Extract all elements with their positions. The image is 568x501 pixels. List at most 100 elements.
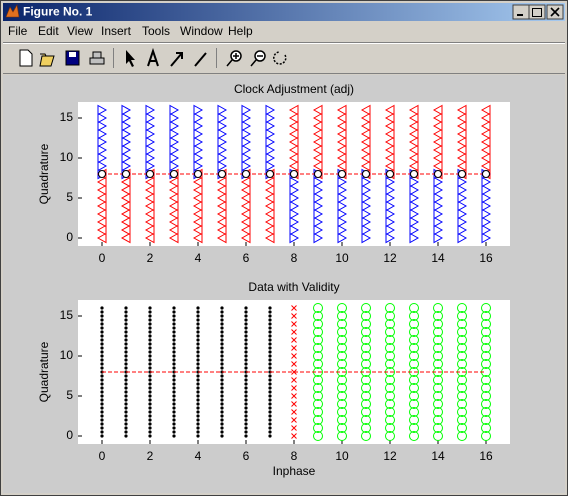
menu-item[interactable]: View — [67, 24, 93, 38]
triangle-marker — [265, 112, 276, 124]
triangle-marker — [384, 104, 395, 116]
menu-item[interactable]: Insert — [101, 24, 132, 38]
dot-marker — [244, 378, 248, 382]
circle-marker — [457, 407, 467, 417]
circle-marker — [433, 351, 443, 361]
triangle-marker — [313, 216, 324, 228]
circle-marker — [313, 431, 323, 441]
triangle-marker — [265, 128, 276, 140]
triangle-marker — [336, 136, 347, 148]
dot-marker — [220, 342, 224, 346]
circle-marker — [409, 407, 419, 417]
triangle-marker — [96, 232, 107, 244]
triangle-marker — [289, 208, 300, 220]
triangle-marker — [360, 136, 371, 148]
text-icon[interactable] — [147, 47, 159, 67]
triangle-marker — [97, 112, 108, 124]
x-marker — [291, 385, 297, 391]
arrow-icon[interactable] — [170, 52, 183, 67]
triangle-marker — [409, 192, 420, 204]
triangle-marker — [168, 216, 179, 228]
dot-marker — [100, 382, 104, 386]
triangle-marker — [337, 232, 348, 244]
triangle-marker — [456, 104, 467, 116]
triangle-marker — [408, 104, 419, 116]
dot-marker — [196, 426, 200, 430]
circle-marker — [337, 351, 347, 361]
circle-marker — [122, 170, 130, 178]
dot-marker — [220, 386, 224, 390]
triangle-marker — [312, 136, 323, 148]
triangle-marker — [384, 160, 395, 172]
print-icon[interactable] — [89, 51, 105, 65]
triangle-marker — [145, 128, 156, 140]
open-icon[interactable] — [39, 53, 55, 67]
dot-marker — [172, 390, 176, 394]
dot-marker — [124, 306, 128, 310]
triangle-marker — [169, 160, 180, 172]
dot-marker — [172, 386, 176, 390]
triangle-marker — [241, 120, 252, 132]
circle-marker — [385, 343, 395, 353]
triangle-marker — [432, 144, 443, 156]
triangle-marker — [193, 144, 204, 156]
triangle-marker — [168, 208, 179, 220]
triangle-marker — [145, 136, 156, 148]
dot-marker — [268, 346, 272, 350]
menu-item[interactable]: Help — [228, 24, 253, 38]
circle-marker — [337, 343, 347, 353]
dot-marker — [148, 402, 152, 406]
rotate-icon[interactable] — [273, 51, 287, 65]
line-icon[interactable] — [194, 52, 207, 67]
triangle-marker — [120, 216, 131, 228]
dot-marker — [244, 414, 248, 418]
circle-marker — [409, 327, 419, 337]
dot-marker — [220, 398, 224, 402]
circle-marker — [433, 375, 443, 385]
dot-marker — [244, 362, 248, 366]
triangle-marker — [433, 232, 444, 244]
window-buttons[interactable] — [512, 4, 564, 20]
dot-marker — [148, 318, 152, 322]
dot-marker — [196, 366, 200, 370]
triangle-marker — [192, 176, 203, 188]
circle-marker — [313, 335, 323, 345]
triangle-marker — [169, 128, 180, 140]
dot-marker — [100, 398, 104, 402]
dot-marker — [124, 326, 128, 330]
triangle-marker — [144, 224, 155, 236]
dot-marker — [100, 354, 104, 358]
triangle-marker — [217, 152, 228, 164]
circle-marker — [313, 359, 323, 369]
dot-marker — [244, 426, 248, 430]
menu-item[interactable]: Tools — [142, 24, 170, 38]
triangle-marker — [457, 208, 468, 220]
dot-marker — [148, 350, 152, 354]
plots: Clock Adjustment (adj) Quadrature 0 2 4 6 8 10 1… — [37, 82, 510, 478]
dot-marker — [124, 418, 128, 422]
y-tick-label: 15 — [60, 308, 74, 322]
triangle-marker — [265, 160, 276, 172]
menu-item[interactable]: Edit — [38, 24, 59, 38]
dot-marker — [220, 426, 224, 430]
triangle-marker — [144, 232, 155, 244]
circle-marker — [313, 407, 323, 417]
select-icon[interactable] — [126, 50, 135, 67]
triangle-marker — [384, 136, 395, 148]
dot-marker — [124, 342, 128, 346]
circle-marker — [337, 319, 347, 329]
circle-marker — [361, 391, 371, 401]
triangle-marker — [409, 216, 420, 228]
menu-item[interactable]: Window — [180, 24, 223, 38]
new-icon[interactable] — [19, 49, 33, 67]
dot-marker — [244, 386, 248, 390]
triangle-marker — [265, 104, 276, 116]
circle-marker — [314, 170, 322, 178]
dot-marker — [148, 378, 152, 382]
circle-marker — [290, 170, 298, 178]
dot-marker — [244, 390, 248, 394]
menu-item[interactable]: File — [8, 24, 28, 38]
minimize-button[interactable] — [512, 4, 530, 20]
triangle-marker — [385, 184, 396, 196]
